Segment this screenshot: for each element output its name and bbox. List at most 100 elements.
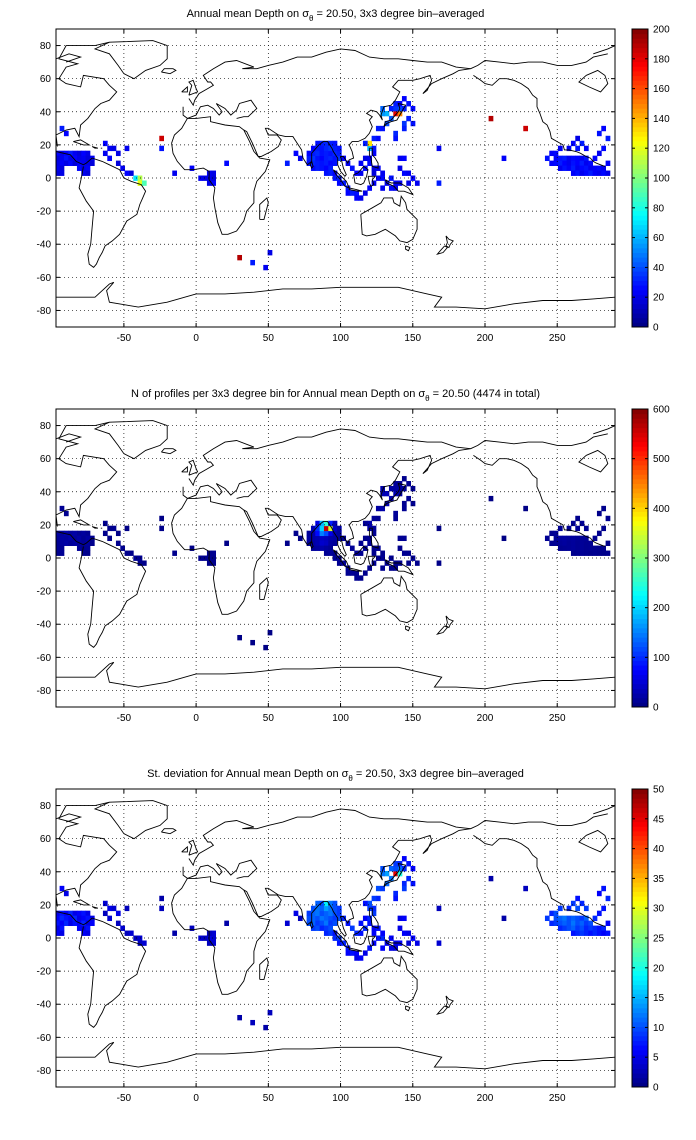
data-cell [211,175,217,181]
data-cell [323,550,329,556]
data-cell [68,915,74,922]
data-cell [332,525,338,532]
data-cell [406,930,412,936]
data-cell [406,560,412,566]
data-cell [371,135,377,142]
coastline [578,69,609,93]
data-cell [159,515,165,522]
data-cell [115,160,121,166]
data-cell [566,165,572,171]
data-cell [102,140,108,147]
data-cell [323,145,329,152]
data-cell [349,190,355,196]
colorbar-segment [632,413,648,419]
colorbar-tick-label: 60 [653,233,665,244]
data-cell [596,930,602,936]
data-cell [397,110,403,117]
colorbar-segment [632,802,648,809]
data-cell [211,940,217,946]
data-cell [328,535,334,542]
data-cell [570,540,576,546]
colorbar-tick-label: 0 [653,323,659,334]
colorbar-segment [632,854,648,860]
panel-mean: Annual mean Depth on σθ = 20.50, 3x3 deg… [37,8,671,344]
data-cell [332,145,338,152]
y-tick-label: -40 [37,620,52,631]
data-cell [406,861,412,867]
data-cell [410,500,416,507]
data-cell [371,180,377,186]
data-cell [328,160,334,166]
data-cell [63,535,69,542]
colorbar-segment [632,322,648,328]
data-cell [401,856,407,862]
data-cell [336,940,342,946]
colorbar-segment [632,98,648,104]
colorbar-tick-label: 0 [653,1083,659,1094]
data-cell [371,145,377,152]
data-cell [85,545,91,551]
data-cell [562,915,568,922]
colorbar-segment [632,224,648,230]
y-tick-label: -20 [37,587,52,598]
colorbar-segment [632,280,648,286]
data-cell [63,890,69,897]
data-cell [380,555,386,561]
data-cell [306,915,312,922]
data-cell [319,925,325,931]
data-cell [85,550,91,556]
data-cell [371,910,377,917]
coastline [470,53,608,70]
data-cell [583,170,589,176]
colorbar-segment [632,914,648,920]
data-cell [410,485,416,492]
data-cell [323,520,329,527]
data-cell [362,570,368,576]
colorbar-segment [632,126,648,132]
data-cell [68,910,74,917]
data-cell [397,870,403,877]
coastline [56,911,147,1029]
panel-title: St. deviation for Annual mean Depth on σ… [147,768,524,783]
colorbar-segment [632,877,648,883]
colorbar-segment [632,1045,648,1051]
data-cell [102,530,108,537]
colorbar-segment [632,821,648,827]
data-cell [588,160,594,166]
colorbar-segment [632,1003,648,1009]
coastline [161,828,177,835]
data-cell [107,145,113,152]
colorbar-tick-label: 200 [653,603,670,614]
colorbar-segment [632,590,648,596]
data-cell [549,910,555,917]
y-tick-label: 0 [45,934,51,945]
data-cell [124,905,130,912]
panel-count: N of profiles per 3x3 degree bin for Ann… [37,388,671,724]
data-cell [605,135,611,142]
y-tick-label: 60 [40,454,52,465]
data-cell [267,250,273,256]
data-cell [362,900,368,907]
x-tick-label: 150 [404,333,421,344]
data-cell [575,525,581,532]
data-cell [549,530,555,537]
data-cell [358,195,364,201]
colorbar-tick-label: 0 [653,703,659,714]
colorbar-segment [632,679,648,685]
data-cell [367,900,373,907]
data-cell [319,140,325,147]
data-cell [85,160,91,166]
x-tick-label: 200 [477,1093,494,1104]
data-cell [81,530,87,537]
data-cell [583,160,589,166]
coastline [435,245,449,256]
y-tick-label: 0 [45,554,51,565]
data-cell [76,545,82,551]
y-tick-label: 40 [40,487,52,498]
colorbar-segment [632,702,648,708]
data-cell [120,545,126,551]
coastline [332,929,351,949]
panel-std: St. deviation for Annual mean Depth on σ… [37,768,665,1104]
data-cell [380,870,386,877]
data-cell [250,1019,256,1026]
